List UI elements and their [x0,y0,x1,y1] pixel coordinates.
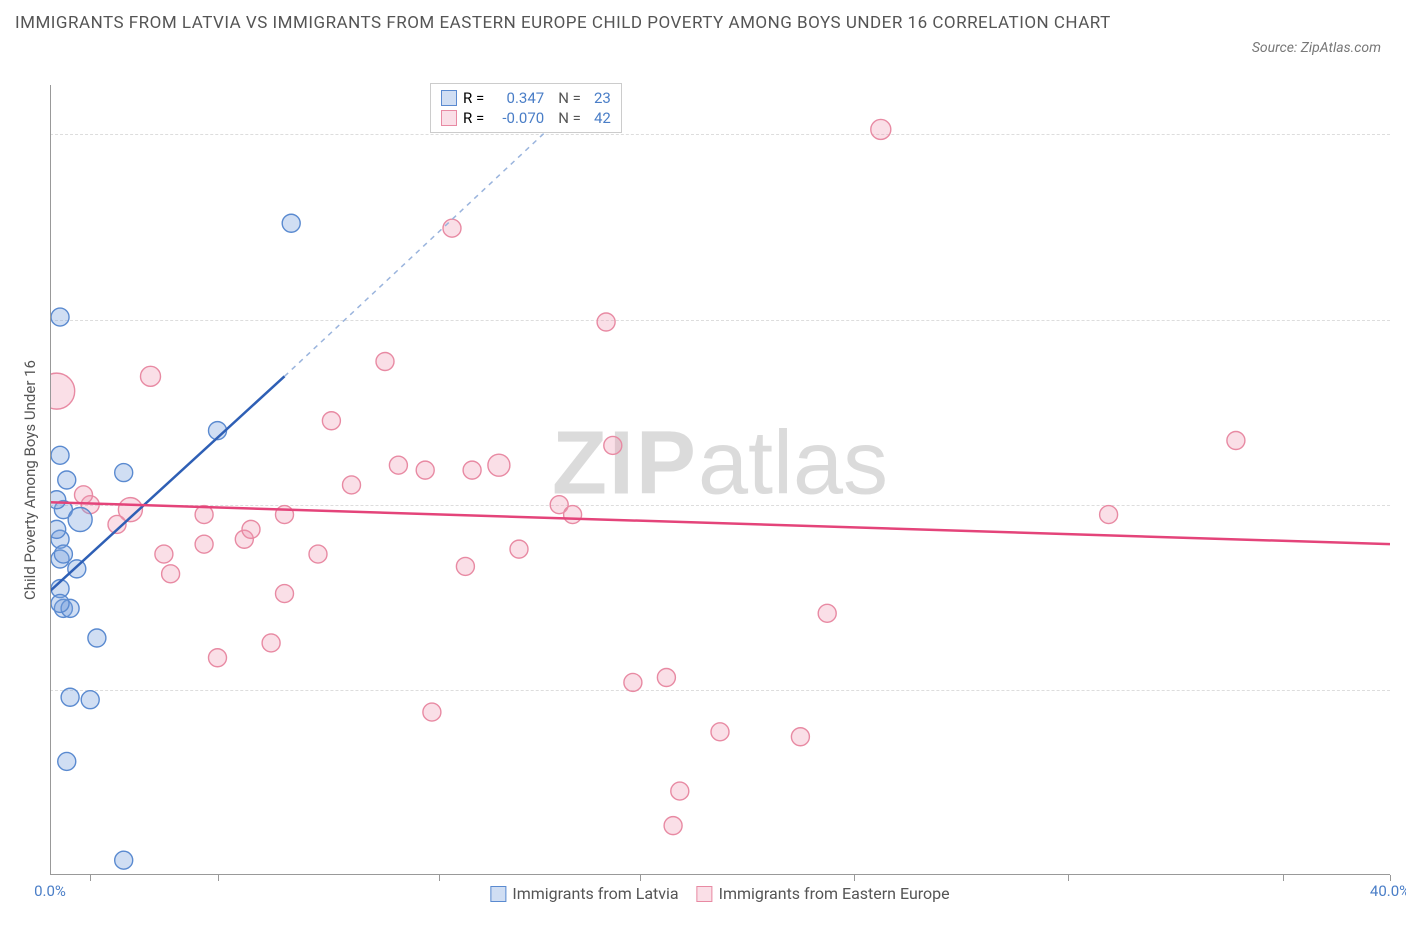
data-point [871,119,891,139]
x-tick-mark [640,875,641,881]
data-point [309,545,327,563]
data-point [50,520,66,538]
data-point [209,649,227,667]
data-point [88,629,106,647]
chart-header: IMMIGRANTS FROM LATVIA VS IMMIGRANTS FRO… [15,10,1391,37]
data-point [597,313,615,331]
data-point [51,446,69,464]
data-point [456,557,474,575]
legend-swatch-eastern-europe [441,110,457,126]
x-tick-mark [854,875,855,881]
chart-area: Child Poverty Among Boys Under 16 ZIPatl… [50,85,1390,875]
data-point [242,520,260,538]
data-point [276,585,294,603]
x-tick-mark [1390,875,1391,881]
data-point [141,366,161,386]
legend-r-label: R = [463,89,484,107]
data-point [624,673,642,691]
data-point [664,817,682,835]
legend-r-value-latvia: 0.347 [490,89,544,107]
x-tick-mark [1283,875,1284,881]
data-point [488,454,510,476]
scatter-plot [50,85,1390,875]
correlation-legend: R = 0.347 N = 23 R = -0.070 N = 42 [430,83,622,133]
y-axis-label: Child Poverty Among Boys Under 16 [21,360,39,600]
data-point [54,545,72,563]
data-point [416,461,434,479]
legend-row-latvia: R = 0.347 N = 23 [441,88,611,108]
data-point [443,219,461,237]
data-point [671,782,689,800]
chart-title: IMMIGRANTS FROM LATVIA VS IMMIGRANTS FRO… [15,10,1135,37]
legend-swatch-latvia [441,90,457,106]
legend-label-eastern-europe: Immigrants from Eastern Europe [719,884,950,903]
data-point [376,353,394,371]
legend-label-latvia: Immigrants from Latvia [512,884,678,903]
x-tick-mark [439,875,440,881]
data-point [343,476,361,494]
x-tick-mark [218,875,219,881]
chart-source: Source: ZipAtlas.com [1252,40,1381,56]
legend-item-eastern-europe: Immigrants from Eastern Europe [697,884,950,903]
data-point [423,703,441,721]
data-point [1100,506,1118,524]
data-point [75,486,93,504]
legend-swatch-eastern-europe-icon [697,886,713,902]
data-point [818,604,836,622]
data-point [262,634,280,652]
legend-swatch-latvia-icon [490,886,506,902]
data-point [51,308,69,326]
legend-n-label: N = [558,89,581,107]
data-point [68,508,92,532]
data-point [58,471,76,489]
legend-n-value-eastern-europe: 42 [587,109,611,127]
x-tick-mark [90,875,91,881]
data-point [51,594,69,612]
data-point [564,506,582,524]
data-point [115,464,133,482]
data-point [322,412,340,430]
y-axis-line [50,85,51,875]
data-point [115,851,133,869]
data-point [510,540,528,558]
data-point [1227,432,1245,450]
data-point [657,669,675,687]
data-point [58,752,76,770]
legend-n-value-latvia: 23 [587,89,611,107]
x-tick-min: 0.0% [34,882,66,900]
legend-r-label: R = [463,109,484,127]
legend-n-label: N = [558,109,581,127]
data-point [711,723,729,741]
data-point [81,691,99,709]
data-point [791,728,809,746]
legend-row-eastern-europe: R = -0.070 N = 42 [441,108,611,128]
data-point [50,373,75,409]
regression-extension [285,110,570,377]
data-point [155,545,173,563]
data-point [68,560,86,578]
data-point [195,535,213,553]
x-tick-mark [1068,875,1069,881]
series-legend: Immigrants from Latvia Immigrants from E… [490,884,949,903]
legend-r-value-eastern-europe: -0.070 [490,109,544,127]
legend-item-latvia: Immigrants from Latvia [490,884,678,903]
data-point [604,436,622,454]
data-point [463,461,481,479]
data-point [162,565,180,583]
data-point [61,688,79,706]
data-point [389,456,407,474]
data-point [282,214,300,232]
x-tick-max: 40.0% [1370,882,1406,900]
data-point [50,491,66,509]
x-axis-line [50,874,1390,875]
